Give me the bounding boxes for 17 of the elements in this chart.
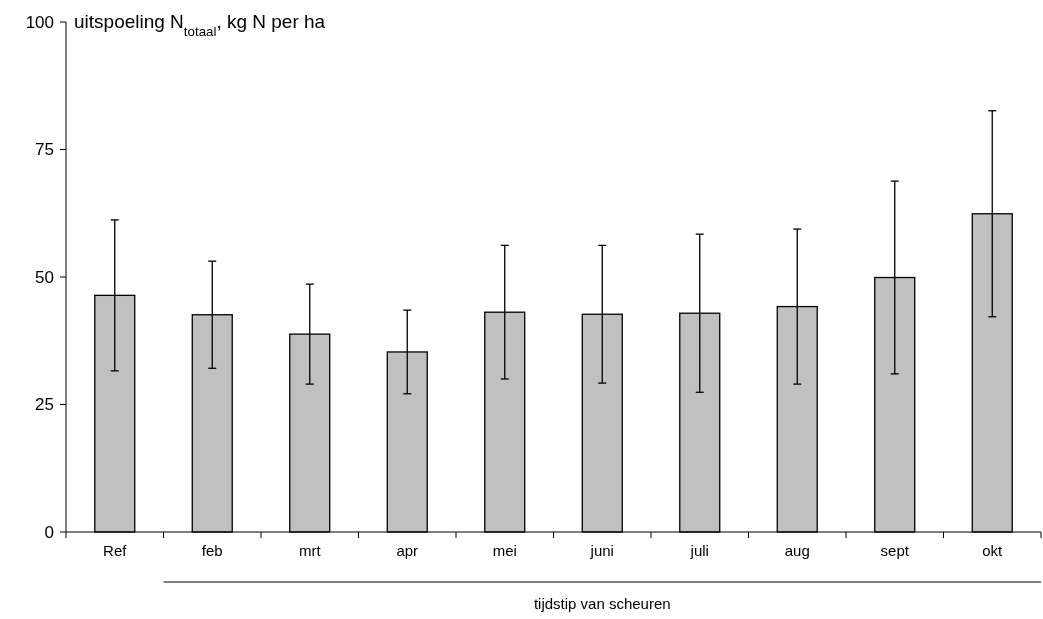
x-tick-label: mei	[492, 542, 517, 559]
x-tick-label: juni	[589, 542, 614, 559]
y-tick-label: 100	[25, 12, 54, 32]
x-tick-label: sept	[880, 542, 910, 559]
x-tick-label: okt	[982, 542, 1004, 559]
y-tick-label: 50	[35, 267, 54, 287]
x-tick-label: apr	[396, 542, 419, 559]
x-tick-label: aug	[784, 542, 810, 559]
y-axis-title: uitspoeling N$_{totaal}$, kg N per ha	[74, 11, 326, 39]
x-tick-label: juli	[689, 542, 709, 559]
x-tick-label: feb	[201, 542, 223, 559]
x-tick-label: Ref	[103, 542, 128, 559]
y-tick-label: 0	[44, 522, 54, 542]
x-axis-title: tijdstip van scheuren	[533, 595, 671, 612]
y-tick-label: 25	[35, 395, 54, 415]
x-tick-label: mrt	[298, 542, 322, 559]
y-tick-label: 75	[35, 140, 54, 160]
